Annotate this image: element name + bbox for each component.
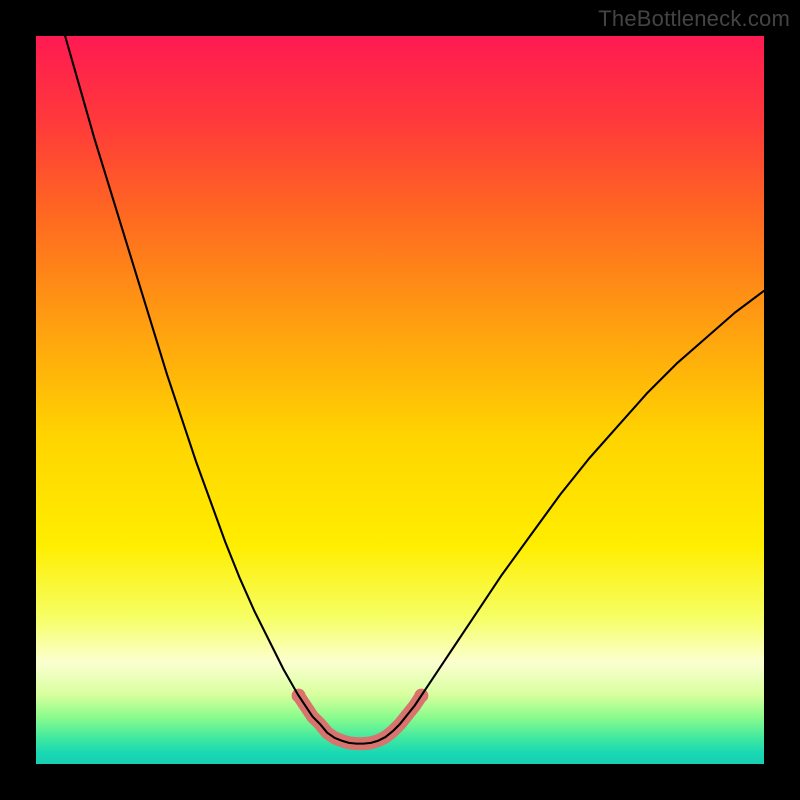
chart-container: TheBottleneck.com bbox=[0, 0, 800, 800]
plot-area bbox=[36, 36, 764, 764]
background-gradient bbox=[36, 36, 764, 764]
watermark-text: TheBottleneck.com bbox=[598, 6, 790, 32]
